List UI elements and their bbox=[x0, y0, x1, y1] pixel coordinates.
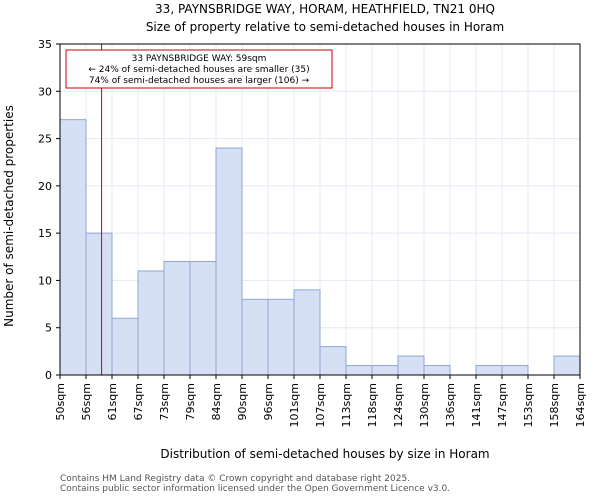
x-tick-label: 56sqm bbox=[80, 383, 93, 420]
x-tick-label: 153sqm bbox=[522, 383, 535, 427]
x-tick-label: 90sqm bbox=[236, 383, 249, 420]
bar-73sqm bbox=[163, 261, 191, 376]
x-tick-label: 164sqm bbox=[574, 383, 587, 427]
y-tick-label: 10 bbox=[38, 274, 52, 287]
bar-107sqm bbox=[319, 346, 347, 376]
annotation-frame bbox=[65, 49, 333, 89]
x-tick-label: 158sqm bbox=[548, 383, 561, 427]
y-tick-label: 20 bbox=[38, 180, 52, 193]
bar-50sqm bbox=[59, 119, 87, 376]
bars bbox=[59, 119, 581, 376]
x-tick-label: 61sqm bbox=[106, 383, 119, 420]
bar-118sqm bbox=[371, 365, 399, 376]
y-tick-label: 0 bbox=[45, 369, 52, 382]
x-tick-label: 141sqm bbox=[470, 383, 483, 427]
y-tick-label: 30 bbox=[38, 85, 52, 98]
bar-56sqm bbox=[85, 232, 113, 376]
x-tick-label: 67sqm bbox=[132, 383, 145, 420]
y-axis-label: Number of semi-detached properties bbox=[2, 105, 16, 327]
x-tick-label: 73sqm bbox=[158, 383, 171, 420]
x-tick-label: 136sqm bbox=[444, 383, 457, 427]
bar-113sqm bbox=[345, 365, 373, 376]
bar-130sqm bbox=[423, 365, 451, 376]
x-tick-label: 84sqm bbox=[210, 383, 223, 420]
chart-subtitle: Size of property relative to semi-detach… bbox=[146, 20, 504, 34]
bar-141sqm bbox=[475, 365, 503, 376]
x-tick-label: 124sqm bbox=[392, 383, 405, 427]
y-tick-label: 25 bbox=[38, 133, 52, 146]
y-tick-label: 5 bbox=[45, 322, 52, 335]
bar-158sqm bbox=[553, 355, 581, 376]
x-tick-label: 96sqm bbox=[262, 383, 275, 420]
bar-147sqm bbox=[501, 365, 529, 376]
x-tick-label: 130sqm bbox=[418, 383, 431, 427]
annotation-box: 33 PAYNSBRIDGE WAY: 59sqm ← 24% of semi-… bbox=[65, 49, 333, 89]
annotation-line-1: 33 PAYNSBRIDGE WAY: 59sqm bbox=[132, 54, 267, 64]
bar-84sqm bbox=[215, 147, 243, 376]
bar-67sqm bbox=[137, 270, 165, 376]
bar-79sqm bbox=[189, 261, 217, 376]
x-tick-label: 107sqm bbox=[314, 383, 327, 427]
x-tick-label: 79sqm bbox=[184, 383, 197, 420]
x-axis-label: Distribution of semi-detached houses by … bbox=[160, 447, 489, 461]
y-tick-label: 15 bbox=[38, 227, 52, 240]
bar-61sqm bbox=[111, 317, 139, 376]
x-ticks: 50sqm 56sqm 61sqm 67sqm 73sqm 79sqm 84sqm 90sqm… bbox=[54, 375, 587, 427]
footer-line-2: Contains public sector information licen… bbox=[60, 484, 451, 494]
bar-90sqm bbox=[241, 298, 269, 376]
bar-96sqm bbox=[267, 298, 295, 376]
y-ticks: 0 5 10 15 20 25 30 35 bbox=[38, 38, 60, 382]
y-tick-label: 35 bbox=[38, 38, 52, 51]
annotation-line-3: 74% of semi-detached houses are larger (… bbox=[89, 76, 310, 86]
x-tick-label: 101sqm bbox=[288, 383, 301, 427]
bar-124sqm bbox=[397, 355, 425, 376]
x-tick-label: 118sqm bbox=[366, 383, 379, 427]
chart-title: 33, PAYNSBRIDGE WAY, HORAM, HEATHFIELD, … bbox=[155, 2, 495, 16]
annotation-line-2: ← 24% of semi-detached houses are smalle… bbox=[88, 65, 309, 75]
bar-101sqm bbox=[293, 289, 321, 376]
x-tick-label: 50sqm bbox=[54, 383, 67, 420]
x-tick-label: 113sqm bbox=[340, 383, 353, 427]
footer-line-1: Contains HM Land Registry data © Crown c… bbox=[60, 474, 411, 484]
x-tick-label: 147sqm bbox=[496, 383, 509, 427]
